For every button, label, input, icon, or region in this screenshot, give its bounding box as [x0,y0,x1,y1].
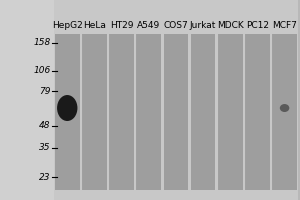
Text: A549: A549 [137,21,160,30]
Bar [272,34,297,190]
Bar [109,34,134,190]
Text: 35: 35 [39,143,51,152]
Text: 158: 158 [33,38,51,47]
Text: COS7: COS7 [164,21,188,30]
Bar [191,34,215,190]
Text: PC12: PC12 [246,21,269,30]
Text: MCF7: MCF7 [272,21,297,30]
Ellipse shape [280,104,289,112]
Bar [164,34,188,190]
Bar [218,34,243,190]
Bar [55,34,80,190]
Text: HepG2: HepG2 [52,21,83,30]
Text: 106: 106 [33,66,51,75]
Bar [245,34,270,190]
Text: HeLa: HeLa [83,21,106,30]
Text: 48: 48 [39,121,51,130]
Ellipse shape [57,95,77,121]
Text: MDCK: MDCK [217,21,244,30]
Bar [136,34,161,190]
Text: HT29: HT29 [110,21,133,30]
Bar [82,34,107,190]
Text: 23: 23 [39,173,51,182]
Text: 79: 79 [39,87,51,96]
Text: Jurkat: Jurkat [190,21,216,30]
Bar [0,0,54,200]
